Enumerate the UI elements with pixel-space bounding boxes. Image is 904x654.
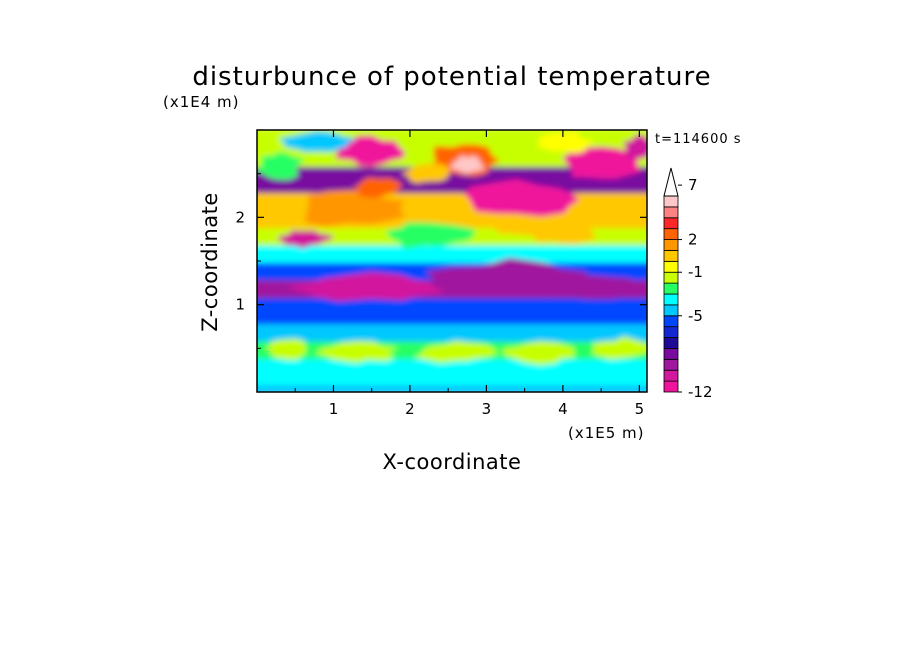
field-band [257,293,647,325]
colorbar-label: -12 [688,383,713,401]
colorbar-swatch [663,239,679,251]
colorbar-swatch [663,206,679,219]
x-tick-label: 1 [329,400,339,418]
time-label: t=114600 s [655,132,742,147]
y-unit-label: (x1E4 m) [163,93,240,111]
x-tick-label: 3 [482,400,492,418]
field-blob [278,131,357,152]
colorbar-label: -1 [688,263,703,281]
colorbar-swatch [663,293,679,306]
colorbar-swatch [663,250,679,262]
colorbar-swatch [663,315,679,328]
y-tick-label: 1 [235,296,245,314]
colorbar-swatch [663,380,679,393]
y-tick-label: 2 [235,208,245,226]
field-blob [562,146,641,179]
colorbar-swatch [663,217,679,230]
field-blob [387,222,475,249]
contour-field [257,130,647,392]
colorbar-swatch [663,282,679,295]
field-blob [401,163,450,184]
field-blob [591,336,647,360]
x-axis-label: X-coordinate [383,450,522,474]
field-band [257,320,647,342]
field-blob [353,177,402,198]
y-axis-label: Z-coordinate [198,192,222,332]
colorbar-swatch [663,260,679,273]
x-unit-label: (x1E5 m) [568,424,645,442]
field-blob [265,338,307,360]
x-tick-label: 2 [405,400,415,418]
field-blob [305,190,406,227]
x-ticks: 1 2 3 4 5 [294,130,645,418]
colorbar-swatch [663,304,679,317]
field-blob [335,135,406,167]
x-tick-label: 5 [635,400,645,418]
field-blob [516,275,647,300]
field-blob [414,340,499,364]
colorbar-swatch [663,195,679,208]
colorbar-swatch [663,271,679,284]
field-blob [450,155,486,174]
field-blob [531,225,597,244]
field-blob [315,340,398,364]
field-blob [277,230,333,249]
x-tick-label: 4 [558,400,568,418]
y-ticks: 12 [235,173,647,349]
colorbar-swatch [663,348,679,360]
field-blob [464,179,580,217]
field-blob [622,134,647,159]
field-band [257,241,647,263]
colorbar-extend-arrow [663,167,679,197]
colorbar-label: 2 [688,231,698,249]
colorbar-swatch [663,369,679,382]
field-blob [257,151,305,180]
field-blob [537,131,594,154]
colorbar-swatch [663,326,679,338]
colorbar-swatch [663,337,679,349]
field-band [257,381,647,392]
colorbar-label: 7 [688,176,698,194]
colorbar-swatch [663,358,679,371]
field-blob [285,272,446,302]
chart-title: disturbunce of potential temperature [192,62,711,92]
colorbar: -12-5-127 [663,167,713,401]
field-blob [501,340,576,366]
colorbar-swatch [663,228,679,240]
colorbar-label: -5 [688,307,703,325]
